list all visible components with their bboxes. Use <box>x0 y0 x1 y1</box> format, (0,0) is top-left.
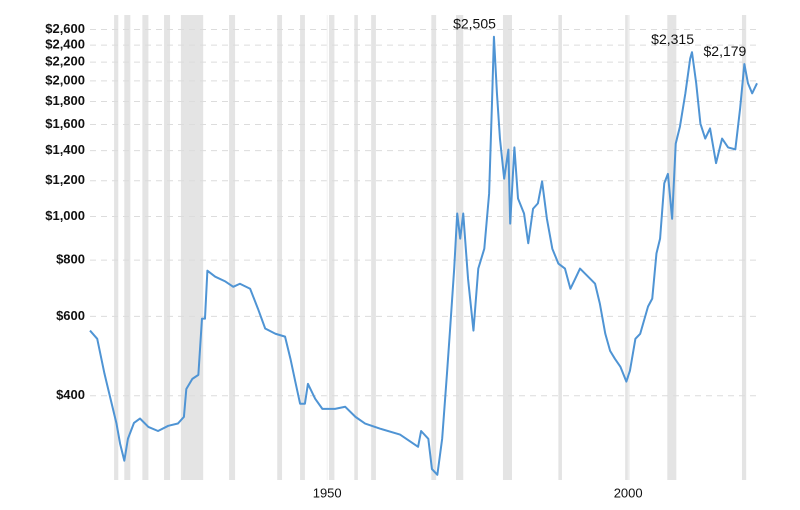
y-tick-label: $600 <box>56 308 85 323</box>
shaded-range <box>431 15 437 480</box>
y-tick-label: $1,000 <box>45 208 85 223</box>
y-tick-label: $400 <box>56 387 85 402</box>
y-tick-label: $2,600 <box>45 21 85 36</box>
shaded-range <box>502 15 512 480</box>
x-tick-label: 1950 <box>313 485 342 500</box>
shaded-range <box>300 15 305 480</box>
shaded-range <box>354 15 358 480</box>
shaded-range <box>142 15 149 480</box>
shaded-range <box>456 15 464 480</box>
y-tick-label: $800 <box>56 252 85 267</box>
y-tick-label: $1,800 <box>45 93 85 108</box>
shaded-range <box>625 15 630 480</box>
shaded-range <box>667 15 677 480</box>
y-tick-label: $1,600 <box>45 116 85 131</box>
shaded-range <box>371 15 376 480</box>
shaded-range <box>328 15 335 480</box>
shade-layer <box>114 15 747 480</box>
line-layer <box>89 35 758 476</box>
annotation: $2,179 <box>704 43 747 59</box>
annotation: $2,315 <box>651 31 694 47</box>
annotation: $2,505 <box>453 15 496 31</box>
x-tick-label: 2000 <box>614 485 643 500</box>
shaded-range <box>114 15 119 480</box>
y-tick-label: $2,200 <box>45 54 85 69</box>
label-layer: $400 $600 $800 $1,000 $1,200 $1,400 $1,600 $1,8… <box>45 15 746 500</box>
shaded-range <box>180 15 204 480</box>
y-tick-label: $2,400 <box>45 37 85 52</box>
shaded-range <box>164 15 171 480</box>
shaded-range <box>741 15 747 480</box>
shaded-range <box>229 15 236 480</box>
grid-layer <box>90 15 757 480</box>
y-tick-label: $1,400 <box>45 142 85 157</box>
y-tick-label: $2,000 <box>45 72 85 87</box>
y-tick-label: $1,200 <box>45 172 85 187</box>
shaded-range <box>124 15 131 480</box>
shaded-range <box>558 15 562 480</box>
shaded-range <box>277 15 283 480</box>
price-line <box>89 35 758 476</box>
